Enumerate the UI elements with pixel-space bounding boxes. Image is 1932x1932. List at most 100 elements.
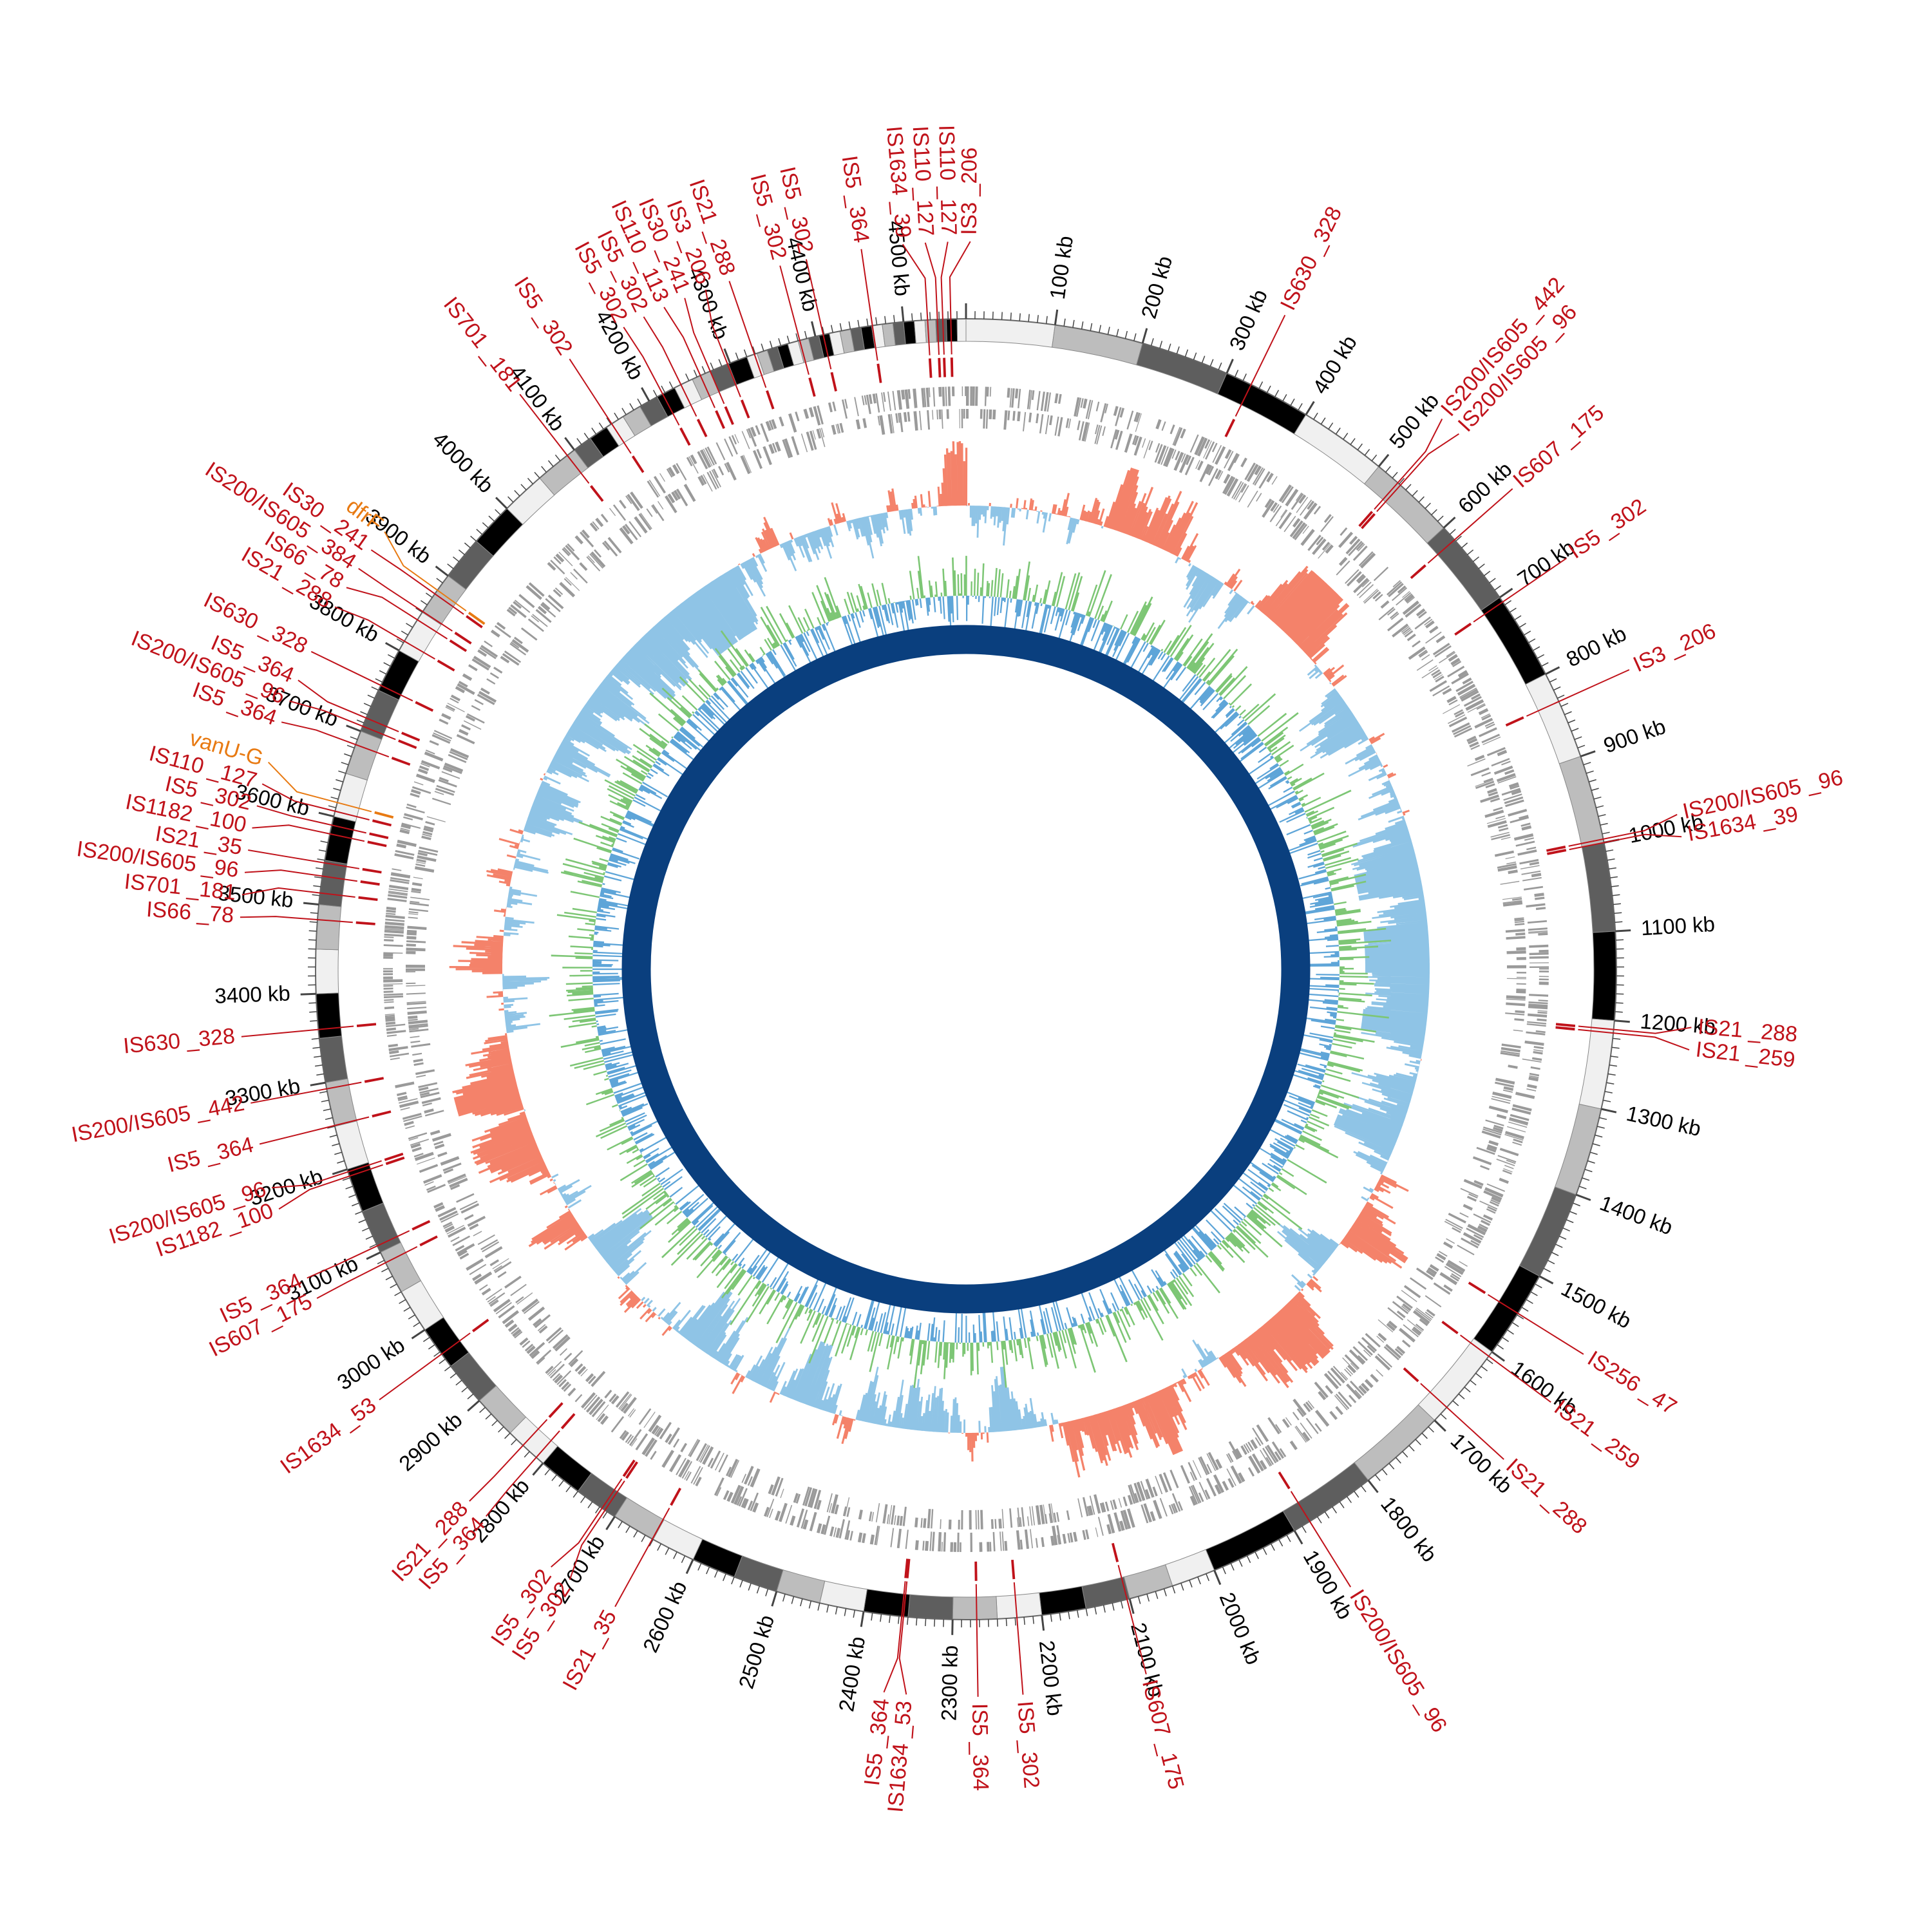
tick-mark bbox=[1481, 1365, 1488, 1372]
tick-mark bbox=[1434, 1419, 1446, 1432]
tick-mark bbox=[551, 1474, 558, 1481]
tick-mark bbox=[739, 1580, 743, 1588]
tick-mark bbox=[1514, 615, 1522, 621]
tick-mark bbox=[495, 509, 501, 516]
tick-label: 100 kb bbox=[1045, 234, 1077, 301]
tick-mark bbox=[1159, 341, 1163, 349]
tick-mark bbox=[1094, 1606, 1097, 1615]
tick-mark bbox=[1507, 1329, 1514, 1335]
feature-leader-line bbox=[379, 1332, 471, 1401]
tick-mark bbox=[1005, 1618, 1007, 1627]
tick-mark bbox=[332, 1168, 348, 1175]
feature-leader-line bbox=[975, 1584, 979, 1697]
tick-mark bbox=[1282, 394, 1287, 402]
tick-mark bbox=[1530, 1291, 1538, 1296]
feature-marker bbox=[1224, 419, 1236, 437]
tick-mark bbox=[383, 662, 391, 667]
tick-mark bbox=[321, 1099, 329, 1103]
feature-marker bbox=[472, 1318, 489, 1332]
feature-marker bbox=[766, 390, 775, 410]
feature-marker bbox=[1410, 564, 1426, 579]
feature-marker bbox=[391, 757, 411, 766]
tick-mark bbox=[606, 417, 612, 425]
feature-marker bbox=[1555, 1023, 1576, 1027]
tick-mark bbox=[1486, 1358, 1493, 1365]
tick-mark bbox=[681, 1555, 686, 1564]
is-element-label: IS256 _47 bbox=[1583, 1346, 1681, 1419]
tick-mark bbox=[554, 454, 561, 462]
feature-leader-line bbox=[278, 1164, 383, 1210]
tick-mark bbox=[320, 840, 328, 844]
gc-content-negative bbox=[592, 595, 1340, 1343]
tick-label: 4000 kb bbox=[428, 427, 498, 497]
tick-mark bbox=[1324, 1511, 1330, 1519]
tick-mark bbox=[1371, 454, 1378, 462]
tick-mark bbox=[350, 736, 358, 741]
tick-mark bbox=[710, 362, 714, 370]
feature-leader-line bbox=[623, 327, 680, 426]
tick-mark bbox=[1425, 502, 1431, 509]
tick-mark bbox=[743, 349, 748, 357]
tick-mark bbox=[1357, 443, 1363, 451]
karyotype-band bbox=[1136, 343, 1227, 395]
tick-mark bbox=[614, 412, 619, 420]
feature-marker bbox=[372, 819, 392, 827]
feature-marker bbox=[560, 1413, 576, 1430]
feature-marker bbox=[385, 1156, 405, 1166]
tick-mark bbox=[355, 1211, 363, 1215]
tick-mark bbox=[1402, 1451, 1408, 1458]
tick-mark bbox=[1519, 623, 1526, 628]
feature-leader-line bbox=[1487, 1294, 1584, 1355]
tick-mark bbox=[1367, 1479, 1379, 1493]
tick-mark bbox=[857, 319, 860, 328]
tick-mark bbox=[795, 333, 799, 341]
tick-mark bbox=[1574, 736, 1582, 741]
feature-marker bbox=[715, 410, 725, 429]
tick-mark bbox=[338, 770, 346, 774]
tick-label: 900 kb bbox=[1600, 714, 1669, 757]
tick-mark bbox=[1141, 328, 1148, 344]
tick-mark bbox=[629, 403, 634, 411]
feature-marker bbox=[412, 1220, 431, 1231]
tick-mark bbox=[1230, 1563, 1235, 1571]
tick-mark bbox=[1604, 1091, 1613, 1094]
feature-leader-line bbox=[519, 393, 590, 484]
feature-leader-line bbox=[358, 567, 453, 632]
feature-leader-line bbox=[1526, 669, 1630, 717]
tick-mark bbox=[316, 867, 324, 870]
tick-mark bbox=[1428, 1426, 1434, 1433]
tick-mark bbox=[565, 1485, 571, 1493]
tick-mark bbox=[1103, 1605, 1106, 1613]
tick-mark bbox=[901, 306, 905, 322]
tick-mark bbox=[1298, 403, 1303, 411]
feature-leader-line bbox=[883, 1581, 906, 1693]
feature-leader-line bbox=[256, 805, 366, 834]
tick-label: 1800 kb bbox=[1376, 1492, 1442, 1566]
tick-mark bbox=[1421, 1432, 1428, 1439]
inner-ring bbox=[621, 625, 1311, 1314]
tick-mark bbox=[1350, 438, 1356, 445]
is-element-label: IS21 _35 bbox=[558, 1606, 621, 1695]
tick-mark bbox=[1437, 515, 1444, 522]
tick-mark bbox=[800, 1598, 803, 1607]
feature-leader-line bbox=[251, 1081, 362, 1104]
tick-mark bbox=[1613, 1037, 1621, 1040]
tick-mark bbox=[1218, 362, 1222, 370]
tick-mark bbox=[880, 1614, 882, 1622]
feature-marker bbox=[358, 896, 378, 901]
tick-mark bbox=[1521, 1307, 1529, 1312]
feature-marker bbox=[928, 358, 933, 378]
feature-marker bbox=[670, 1488, 681, 1506]
tick-mark bbox=[1607, 1073, 1616, 1076]
tick-mark bbox=[1562, 1227, 1570, 1232]
tick-mark bbox=[934, 1618, 936, 1627]
tick-mark bbox=[826, 1605, 829, 1613]
karyotype-band bbox=[819, 1580, 868, 1612]
tick-mark bbox=[328, 805, 336, 808]
feature-leader-line bbox=[370, 549, 464, 615]
tick-mark bbox=[1163, 1588, 1167, 1596]
tick-mark bbox=[1266, 385, 1271, 393]
feature-leader-line bbox=[860, 249, 878, 361]
tick-mark bbox=[761, 343, 764, 352]
